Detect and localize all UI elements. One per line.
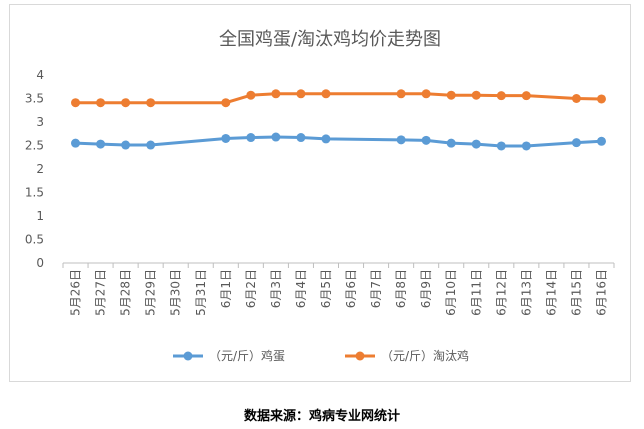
data-point [271, 132, 281, 142]
x-tick-label: 5月26日 [69, 269, 83, 316]
series-2 [71, 89, 606, 108]
data-point [121, 140, 131, 150]
data-point [446, 138, 456, 148]
legend-marker [355, 351, 365, 361]
x-tick-label: 6月4日 [294, 269, 308, 308]
y-tick-label: 2 [36, 162, 44, 176]
data-point [521, 91, 531, 101]
data-point [246, 90, 256, 100]
legend-entry: （元/斤）淘汰鸡 [345, 348, 469, 363]
data-point [246, 133, 256, 143]
data-point [421, 135, 431, 145]
x-tick-label: 5月29日 [144, 269, 158, 316]
y-tick-label: 3.5 [25, 92, 44, 106]
x-tick-label: 6月14日 [544, 269, 558, 316]
y-tick-label: 0 [36, 256, 44, 270]
data-point [96, 139, 106, 149]
data-point [71, 98, 81, 108]
data-point [421, 89, 431, 99]
line-chart: 全国鸡蛋/淘汰鸡均价走势图 0 0.5 1 1.5 2 2.5 3 3.5 4 5月26日 5月27… [25, 29, 615, 363]
data-point [571, 94, 581, 103]
x-tick-label: 6月8日 [394, 269, 408, 308]
data-point [221, 98, 231, 108]
legend-label: （元/斤）鸡蛋 [209, 348, 285, 363]
x-tick-label: 6月13日 [519, 269, 533, 316]
x-tick-label: 5月27日 [94, 269, 108, 316]
data-point [446, 90, 456, 100]
x-tick-label: 6月16日 [594, 269, 608, 316]
data-point [596, 94, 606, 104]
y-tick-label: 1 [36, 209, 44, 223]
x-tick-label: 5月31日 [194, 269, 208, 316]
legend-label: （元/斤）淘汰鸡 [381, 348, 469, 363]
data-point [521, 141, 531, 151]
x-tick-label: 6月1日 [219, 269, 233, 308]
x-tick-label: 6月10日 [444, 269, 458, 316]
data-point [496, 141, 506, 151]
x-tick-label: 5月30日 [169, 269, 183, 316]
data-point [396, 89, 406, 99]
data-point [221, 133, 231, 143]
legend-entry: （元/斤）鸡蛋 [173, 348, 285, 363]
data-point [296, 133, 306, 143]
x-tick-label: 5月28日 [119, 269, 133, 316]
x-tick-label: 6月2日 [244, 269, 258, 308]
x-tick-label: 6月11日 [469, 269, 483, 316]
y-tick-label: 2.5 [25, 139, 44, 153]
y-tick-label: 1.5 [25, 186, 44, 200]
data-point [471, 139, 481, 149]
series-1 [71, 132, 606, 151]
data-point [596, 136, 606, 146]
y-tick-label: 0.5 [25, 233, 44, 247]
x-tick-label: 6月12日 [494, 269, 508, 316]
data-point [271, 89, 281, 99]
x-tick-label: 6月9日 [419, 269, 433, 308]
data-point [571, 138, 581, 148]
data-point [321, 134, 331, 144]
data-source-note: 数据来源：鸡病专业网统计 [243, 409, 400, 424]
y-tick-label: 3 [36, 115, 44, 129]
data-point [146, 98, 156, 108]
y-tick-label: 4 [36, 68, 44, 82]
data-point [471, 90, 481, 100]
x-tick-label: 6月7日 [369, 269, 383, 308]
data-point [396, 135, 406, 145]
data-point [321, 89, 331, 99]
data-point [71, 138, 81, 148]
legend-marker [183, 351, 193, 361]
data-point [146, 140, 156, 150]
x-tick-label: 6月3日 [269, 269, 283, 308]
chart-frame: 全国鸡蛋/淘汰鸡均价走势图 0 0.5 1 1.5 2 2.5 3 3.5 4 5月26日 5月27… [9, 4, 631, 382]
x-tick-label: 6月15日 [569, 269, 583, 316]
data-point [121, 98, 131, 108]
chart-title: 全国鸡蛋/淘汰鸡均价走势图 [219, 29, 441, 50]
data-point [96, 98, 106, 108]
x-tick-label: 6月6日 [344, 269, 358, 308]
data-point [296, 89, 306, 99]
x-tick-label: 6月5日 [319, 269, 333, 308]
data-point [496, 91, 506, 101]
